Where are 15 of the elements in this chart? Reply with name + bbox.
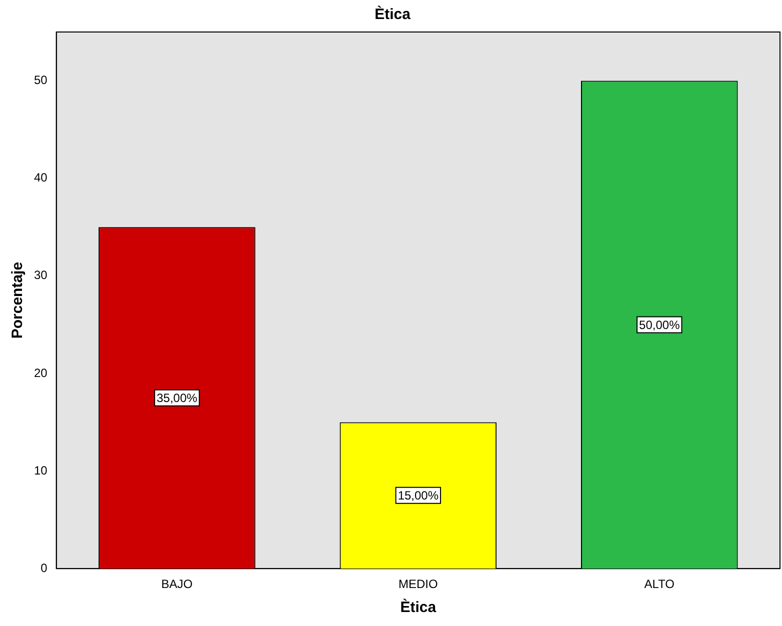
y-tick-label: 50	[34, 73, 48, 88]
x-tick-label: MEDIO	[398, 577, 438, 592]
x-tick-label: ALTO	[644, 577, 675, 592]
y-tick-label: 0	[40, 560, 48, 575]
y-tick-label: 10	[34, 463, 48, 478]
chart-title: Ètica	[374, 5, 412, 24]
y-tick-label: 20	[34, 366, 48, 380]
data-label: 15,00%	[398, 488, 439, 503]
y-axis-title: Porcentaje	[9, 262, 26, 339]
y-tick-label: 40	[34, 170, 48, 185]
y-tick-label: 30	[34, 268, 48, 282]
x-axis-title: Ètica	[400, 598, 437, 616]
data-label: 50,00%	[639, 318, 680, 332]
x-tick-label: BAJO	[161, 577, 193, 592]
data-label: 35,00%	[156, 391, 198, 406]
